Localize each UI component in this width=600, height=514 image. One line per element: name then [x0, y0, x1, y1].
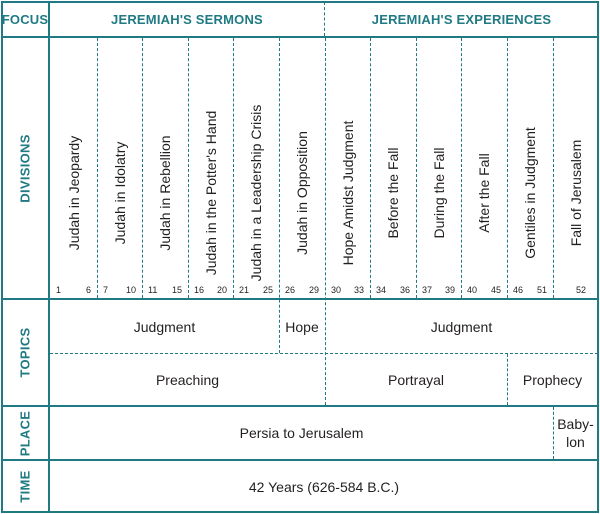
division-start-chapter: 1: [56, 285, 62, 295]
division-title: Judah in Jeopardy: [65, 135, 82, 251]
division-cell: Hope Amidst Judgment 30 33: [325, 38, 370, 298]
dashed-divider: [97, 38, 98, 298]
time-label: TIME: [17, 470, 33, 503]
division-cell: Judah in Opposition 26 29: [279, 38, 325, 298]
division-title: Gentiles in Judgment: [522, 127, 538, 259]
division-cell: Judah in Rebellion 11 15: [142, 38, 188, 298]
focus-label: FOCUS: [1, 11, 49, 27]
focus-experiences: JEREMIAH'S EXPERIENCES: [371, 11, 552, 27]
division-title: Judah in a Leadership Crisis: [248, 104, 264, 282]
row-divider-focus: [1, 36, 599, 38]
division-end-chapter: 52: [575, 285, 586, 295]
division-title: Judah in Opposition: [294, 131, 310, 255]
dashed-divider: [50, 353, 598, 354]
dashed-divider: [416, 38, 417, 298]
dashed-divider: [507, 38, 508, 298]
division-end-chapter: 51: [536, 285, 547, 295]
topic-judgment-sermons: Judgment: [133, 318, 196, 335]
division-start-chapter: 30: [331, 285, 342, 295]
row-divider-topics: [1, 405, 599, 407]
division-cell: Judah in the Potter's Hand 16 20: [188, 38, 233, 298]
division-start-chapter: 26: [285, 285, 296, 295]
row-divider-place: [1, 459, 599, 461]
place-label: PLACE: [17, 410, 33, 456]
division-title: After the Fall: [476, 153, 492, 233]
topic-portrayal: Portrayal: [387, 371, 445, 388]
division-start-chapter: 7: [103, 285, 109, 295]
division-title: Hope Amidst Judgment: [339, 120, 356, 266]
dashed-divider: [324, 2, 325, 36]
dashed-divider: [507, 354, 508, 405]
place-persia-to-jerusalem: Persia to Jerusalem: [239, 425, 364, 441]
dashed-divider: [325, 38, 326, 405]
divisions-label: DIVISIONS: [17, 133, 33, 203]
dashed-divider: [142, 38, 143, 298]
division-start-chapter: 40: [467, 285, 478, 295]
division-end-chapter: 29: [308, 285, 319, 295]
division-cell: Fall of Jerusalem 52: [553, 38, 598, 298]
division-title: Judah in the Potter's Hand: [202, 110, 219, 276]
dashed-divider: [279, 38, 280, 353]
division-title: Judah in Idolatry: [111, 141, 128, 245]
division-end-chapter: 33: [353, 285, 364, 295]
division-end-chapter: 15: [171, 285, 182, 295]
division-cell: Judah in a Leadership Crisis 21 25: [233, 38, 279, 298]
division-end-chapter: 36: [399, 285, 410, 295]
division-start-chapter: 16: [194, 285, 205, 295]
division-start-chapter: 34: [376, 285, 387, 295]
division-end-chapter: 20: [216, 285, 227, 295]
division-cell: Gentiles in Judgment 46 51: [507, 38, 553, 298]
division-end-chapter: 39: [444, 285, 455, 295]
dashed-divider: [461, 38, 462, 298]
topics-label: TOPICS: [17, 327, 33, 378]
division-cell: Before the Fall 34 36: [370, 38, 416, 298]
division-end-chapter: 6: [85, 285, 91, 295]
division-title: During the Fall: [430, 147, 447, 239]
dashed-divider: [233, 38, 234, 298]
dashed-divider: [370, 38, 371, 298]
division-end-chapter: 45: [490, 285, 501, 295]
division-title: Before the Fall: [385, 147, 401, 239]
dashed-divider: [188, 38, 189, 298]
division-cell: Judah in Idolatry 7 10: [97, 38, 142, 298]
division-end-chapter: 25: [262, 285, 273, 295]
row-divider-divisions: [1, 298, 599, 300]
division-end-chapter: 10: [125, 285, 136, 295]
place-babylon: Baby- lon: [557, 416, 594, 450]
topic-hope: Hope: [285, 318, 319, 335]
time-span: 42 Years (626-584 B.C.): [248, 478, 400, 495]
division-start-chapter: 37: [422, 285, 433, 295]
topic-judgment-experiences: Judgment: [430, 318, 493, 335]
dashed-divider: [553, 38, 554, 298]
division-start-chapter: 46: [513, 285, 524, 295]
division-start-chapter: 21: [239, 285, 250, 295]
division-start-chapter: 11: [148, 285, 158, 295]
division-cell: During the Fall 37 39: [416, 38, 461, 298]
topic-preaching: Preaching: [155, 371, 220, 388]
division-title: Fall of Jerusalem: [567, 139, 584, 247]
topic-prophecy: Prophecy: [522, 371, 583, 388]
division-cell: Judah in Jeopardy 1 6: [50, 38, 97, 298]
division-title: Judah in Rebellion: [157, 135, 173, 251]
division-cell: After the Fall 40 45: [461, 38, 507, 298]
focus-sermons: JEREMIAH'S SERMONS: [111, 11, 263, 27]
dashed-divider: [553, 407, 554, 459]
label-column-divider: [48, 1, 50, 513]
